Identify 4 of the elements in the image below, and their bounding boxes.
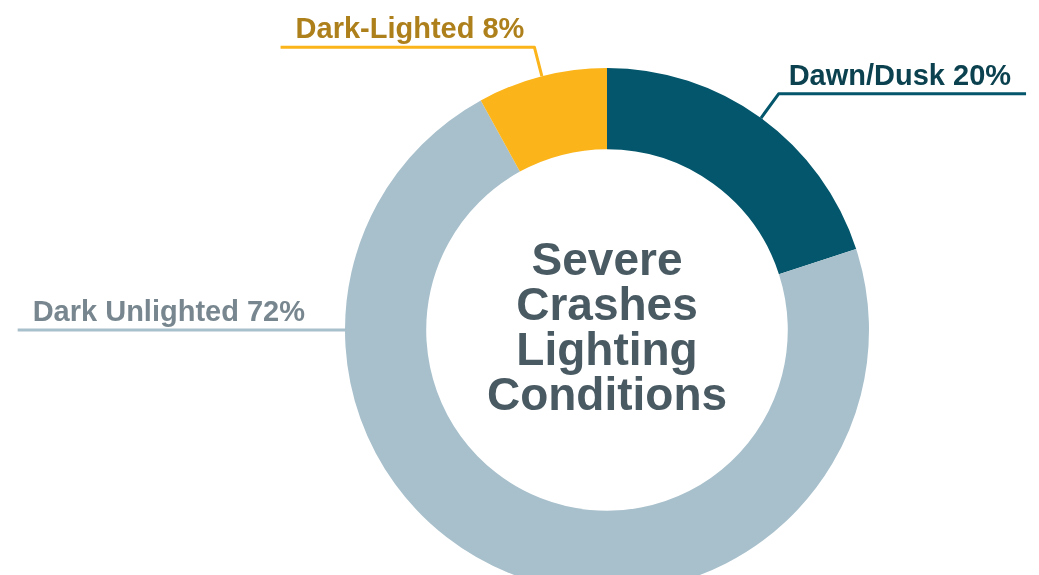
slice-label: Dawn/Dusk 20% — [788, 58, 1012, 91]
slice-label: Dark Unlighted 72% — [32, 295, 306, 327]
text: Severe Crashes Lighting Conditions — [486, 233, 728, 421]
slice-label: Dark-Lighted 8% — [295, 12, 525, 45]
